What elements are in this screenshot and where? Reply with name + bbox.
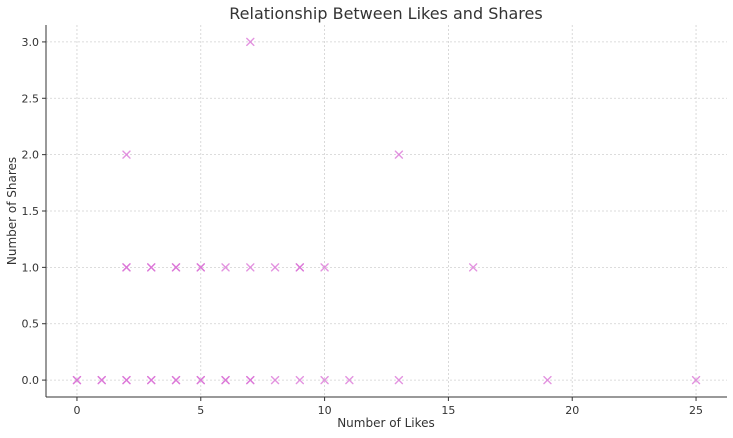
x-tick-label: 10 — [318, 404, 332, 417]
data-point — [72, 375, 82, 385]
data-point — [394, 150, 404, 159]
data-point — [394, 375, 404, 385]
y-tick-label: 0.5 — [22, 318, 40, 331]
y-tick-label: 2.5 — [22, 92, 40, 105]
data-point — [320, 263, 329, 272]
y-tick-label: 1.5 — [22, 205, 40, 218]
data-point — [320, 375, 329, 385]
data-point — [196, 263, 205, 272]
data-point — [295, 375, 305, 385]
y-tick-label: 2.0 — [22, 149, 40, 162]
data-point — [147, 375, 156, 385]
data-point — [468, 263, 478, 272]
x-tick-label: 15 — [441, 404, 455, 417]
data-point — [122, 263, 131, 272]
data-point — [122, 150, 131, 159]
data-point — [171, 375, 181, 385]
y-tick-label: 3.0 — [22, 36, 40, 49]
y-axis-label: Number of Shares — [5, 157, 19, 265]
data-points — [72, 37, 701, 385]
data-point — [171, 263, 181, 272]
grid-lines — [46, 25, 727, 397]
data-point — [691, 375, 701, 385]
data-point — [221, 263, 230, 272]
data-point — [270, 375, 280, 385]
x-tick-label: 5 — [197, 404, 204, 417]
x-tick-label: 0 — [73, 404, 80, 417]
data-point — [246, 37, 255, 47]
data-point — [147, 263, 156, 272]
data-point — [122, 375, 131, 385]
data-point — [221, 375, 230, 385]
data-point — [246, 375, 255, 385]
y-tick-label: 1.0 — [22, 261, 40, 274]
x-tick-label: 20 — [565, 404, 579, 417]
x-axis-label: Number of Likes — [337, 416, 435, 430]
data-point — [295, 263, 305, 272]
y-axis-ticks: 0.0 0.5 1.0 1.5 2.0 2.5 3.0 — [22, 36, 46, 387]
x-axis-ticks: 0 5 10 15 20 25 — [73, 397, 703, 417]
data-point — [345, 375, 354, 385]
y-tick-label: 0.0 — [22, 374, 40, 387]
data-point — [543, 375, 552, 385]
chart-title: Relationship Between Likes and Shares — [229, 4, 542, 23]
data-point — [196, 375, 205, 385]
x-tick-label: 25 — [689, 404, 703, 417]
data-point — [97, 375, 106, 385]
data-point — [270, 263, 280, 272]
data-point — [246, 263, 255, 272]
